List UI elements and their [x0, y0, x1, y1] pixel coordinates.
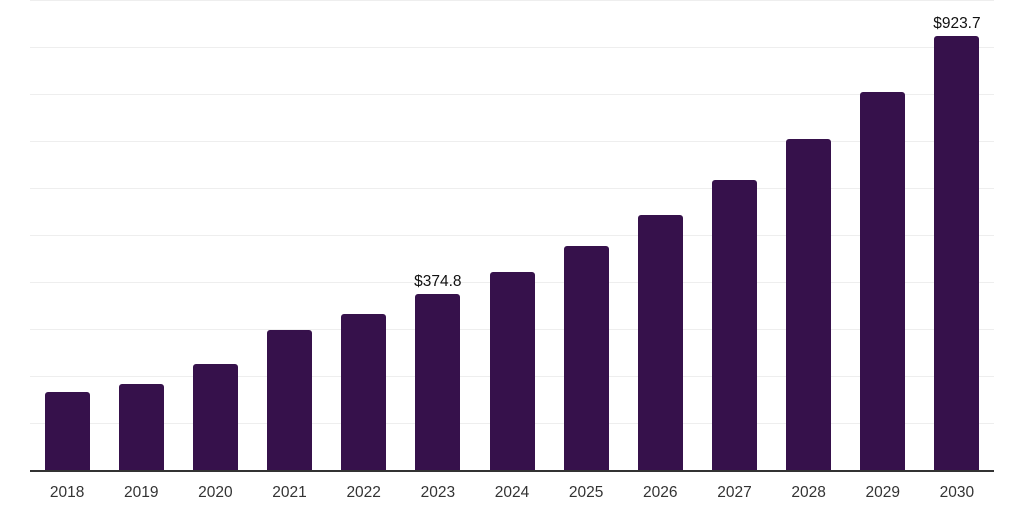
- data-label-2030: $923.7: [933, 14, 981, 32]
- bar-2029: [860, 92, 906, 470]
- x-tick-2026: 2026: [643, 484, 678, 501]
- x-axis: 2018 2019 2020 2021 2022 2023 2024 2025 2026 2027…: [30, 484, 994, 506]
- bar-2020: [192, 363, 238, 470]
- gridline-800: [30, 94, 994, 95]
- x-tick-2028: 2028: [791, 484, 826, 501]
- bar-2023: [415, 293, 461, 470]
- bar-2025: [563, 246, 609, 470]
- bar-2027: [711, 180, 757, 470]
- x-tick-2027: 2027: [717, 484, 752, 501]
- plot-area: $374.8 $923.7: [30, 0, 994, 472]
- bar-2030: [934, 35, 980, 470]
- x-tick-2023: 2023: [420, 484, 456, 501]
- x-tick-2025: 2025: [568, 484, 604, 501]
- bar-2021: [267, 330, 313, 470]
- x-tick-2024: 2024: [494, 484, 530, 501]
- bar-2019: [118, 383, 164, 470]
- gridline-500: [30, 235, 994, 236]
- gridline-600: [30, 188, 994, 189]
- x-tick-2021: 2021: [272, 484, 307, 501]
- bar-2026: [637, 215, 683, 470]
- x-tick-2018: 2018: [49, 484, 85, 501]
- x-tick-2019: 2019: [123, 484, 159, 501]
- gridline-1000: [30, 0, 994, 1]
- bar-2018: [44, 391, 90, 470]
- x-tick-2020: 2020: [198, 484, 233, 501]
- gridline-700: [30, 141, 994, 142]
- gridline-900: [30, 47, 994, 48]
- bar-2028: [786, 139, 832, 470]
- x-tick-2029: 2029: [865, 484, 900, 501]
- bar-2024: [489, 272, 535, 470]
- data-label-2023: $374.8: [414, 272, 462, 290]
- x-tick-2030: 2030: [939, 484, 975, 501]
- bar-2022: [341, 313, 387, 470]
- x-tick-2022: 2022: [346, 484, 381, 501]
